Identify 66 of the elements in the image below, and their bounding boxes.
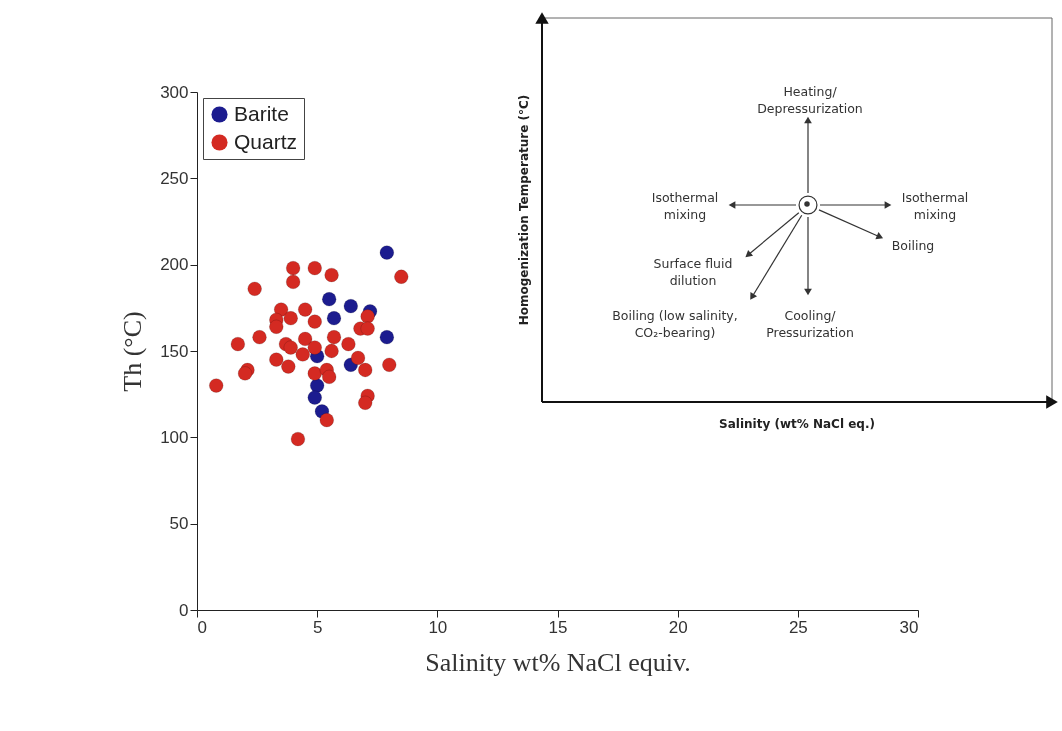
- point: [326, 329, 342, 345]
- annotation: Heating/ Depressurization: [757, 84, 863, 116]
- point: [283, 310, 299, 326]
- point: [281, 359, 296, 374]
- y-tick-label: 250: [160, 168, 189, 188]
- point: [297, 302, 313, 317]
- y-axis-title: Th (°C): [118, 311, 148, 392]
- point: [379, 245, 395, 260]
- point: [307, 390, 323, 405]
- annotation: Boiling: [891, 238, 935, 253]
- annotation: Isothermal mixing: [901, 190, 969, 222]
- point: [285, 274, 301, 290]
- point: [350, 350, 366, 366]
- text: Salinity (wt% NaCl eq.): [719, 417, 875, 431]
- point: [237, 366, 253, 381]
- annotation: Boiling (low salinity, CO₂-bearing): [612, 308, 738, 340]
- point: [379, 329, 395, 345]
- point: [283, 340, 299, 355]
- text: Homogenization Temperature (°C): [517, 94, 531, 326]
- y-tick-label: 0: [179, 600, 189, 620]
- x-axis-title: Salinity wt% NaCl equiv.: [425, 647, 691, 677]
- point: [269, 319, 284, 335]
- y-tick-label: 300: [160, 82, 189, 102]
- y-tick-label: 50: [169, 514, 189, 534]
- x-tick-label: 0: [197, 617, 207, 637]
- point: [307, 366, 323, 381]
- point: [360, 321, 375, 336]
- point: [393, 269, 409, 285]
- point: [326, 310, 342, 326]
- x-tick-label: 15: [548, 617, 568, 637]
- point: [230, 336, 246, 352]
- x-tick-label: 25: [788, 617, 808, 637]
- point: [324, 267, 339, 283]
- annotation: Surface fluid dilution: [653, 256, 733, 288]
- point: [307, 314, 323, 329]
- annotation: Cooling/ Pressurization: [766, 308, 854, 340]
- point: [319, 412, 335, 428]
- point: [297, 331, 313, 347]
- point: [252, 329, 267, 345]
- point: [295, 347, 311, 362]
- point: [208, 378, 224, 393]
- legend-label: Quartz: [234, 129, 298, 153]
- x-tick-label: 10: [428, 617, 448, 637]
- point: [307, 260, 323, 276]
- point: [321, 369, 337, 385]
- y-tick-label: 150: [160, 341, 189, 361]
- legend-label: Barite: [234, 101, 289, 125]
- y-tick-label: 200: [160, 255, 189, 275]
- point: [324, 343, 339, 359]
- point: [357, 395, 373, 411]
- annotation: Isothermal mixing: [651, 190, 719, 222]
- point: [360, 309, 375, 324]
- point: [357, 362, 373, 378]
- x-tick-label: 30: [899, 617, 919, 637]
- point: [341, 336, 356, 352]
- point: [290, 431, 306, 447]
- x-tick-label: 5: [312, 617, 323, 637]
- point: [285, 260, 301, 276]
- point: [269, 352, 284, 367]
- point: [343, 298, 359, 314]
- point: [321, 291, 337, 307]
- y-tick-label: 100: [160, 427, 189, 447]
- point: [381, 357, 397, 373]
- x-tick-label: 20: [668, 617, 688, 637]
- point: [247, 281, 262, 297]
- point: [307, 340, 323, 355]
